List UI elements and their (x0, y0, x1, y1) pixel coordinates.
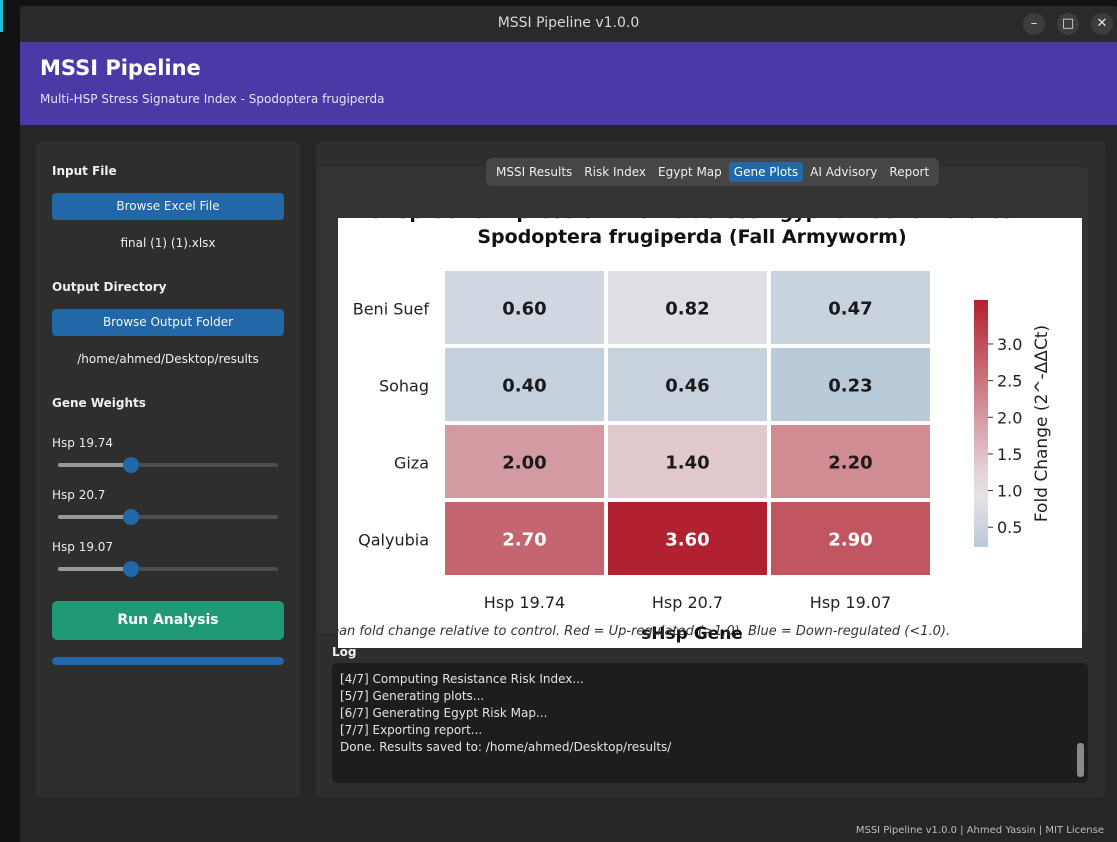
cell-value-label: 0.60 (502, 299, 546, 320)
app-header: MSSI Pipeline Multi-HSP Stress Signature… (20, 42, 1117, 125)
weight-label-hsp-19-07: Hsp 19.07 (52, 540, 114, 554)
input-file-name: final (1) (1).xlsx (120, 236, 216, 250)
cell-value-label: 0.47 (828, 299, 872, 320)
browse-output-button[interactable]: Browse Output Folder (52, 309, 284, 336)
heatmap-cell (445, 502, 604, 575)
slider-handle[interactable] (122, 561, 139, 577)
tab-content-frame: sHsp Gene Expression Profile across Egyp… (316, 167, 1088, 648)
log-line: Done. Results saved to: /home/ahmed/Desk… (340, 740, 672, 754)
heatmap-cell (771, 425, 930, 498)
desktop-accent-mark (0, 0, 3, 32)
row-label: Qalyubia (358, 531, 429, 550)
log-line: [5/7] Generating plots... (340, 689, 485, 703)
cell-value-label: 2.20 (828, 453, 872, 474)
desktop-background (0, 0, 20, 842)
weight-label-hsp-20-7: Hsp 20.7 (52, 488, 106, 502)
heatmap-cell (771, 271, 930, 344)
column-label: Hsp 20.7 (652, 593, 723, 612)
weight-slider-hsp-19-74[interactable] (58, 457, 278, 473)
log-panel[interactable]: [4/7] Computing Resistance Risk Index...… (332, 663, 1088, 783)
colorbar-tick-label: 1.0 (997, 482, 1022, 501)
heatmap-cell (771, 502, 930, 575)
log-line: [7/7] Exporting report... (340, 723, 483, 737)
sidebar: Input File Browse Excel File final (1) (… (36, 141, 300, 798)
app-title: MSSI Pipeline (40, 56, 201, 80)
cell-value-label: 0.46 (665, 376, 709, 397)
column-label: Hsp 19.07 (810, 593, 891, 612)
heatmap-cell (608, 425, 767, 498)
footer-text: MSSI Pipeline v1.0.0 | Ahmed Yassin | MI… (855, 825, 1104, 836)
x-axis-title: sHsp Gene (641, 624, 743, 644)
cell-value-label: 2.70 (502, 530, 546, 551)
progress-bar (52, 657, 284, 665)
heatmap-cell (608, 348, 767, 421)
row-label: Sohag (379, 377, 429, 396)
tab-risk-index[interactable]: Risk Index (584, 165, 647, 179)
row-label: Beni Suef (353, 300, 430, 319)
chart-title: sHsp Gene Expression Profile across Egyp… (371, 218, 1013, 223)
log-line: [4/7] Computing Resistance Risk Index... (340, 672, 584, 686)
slider-handle[interactable] (122, 509, 139, 525)
colorbar-tick-label: 2.5 (997, 372, 1022, 391)
cell-value-label: 2.90 (828, 530, 872, 551)
log-label: Log (332, 645, 357, 659)
log-scrollbar[interactable] (1077, 743, 1084, 777)
colorbar-label: Fold Change (2^-ΔΔCt) (1032, 325, 1052, 522)
colorbar-tick-label: 1.5 (997, 445, 1022, 464)
tab-report[interactable]: Report (889, 165, 930, 179)
cell-value-label: 1.40 (665, 453, 709, 474)
weight-slider-hsp-20-7[interactable] (58, 509, 278, 525)
cell-value-label: 2.00 (502, 453, 546, 474)
weight-slider-hsp-19-07[interactable] (58, 561, 278, 577)
column-label: Hsp 19.74 (484, 593, 565, 612)
heatmap-cell (608, 271, 767, 344)
heatmap-cell (445, 425, 604, 498)
input-file-label: Input File (52, 164, 117, 178)
window-title: MSSI Pipeline v1.0.0 (497, 15, 640, 31)
output-directory-label: Output Directory (52, 280, 167, 294)
slider-handle[interactable] (122, 457, 139, 473)
gene-weights-label: Gene Weights (52, 396, 146, 410)
progress-fill (52, 657, 284, 665)
heatmap-cell (445, 348, 604, 421)
app-subtitle: Multi-HSP Stress Signature Index - Spodo… (40, 92, 385, 106)
heatmap-chart: sHsp Gene Expression Profile across Egyp… (338, 218, 1052, 644)
cell-value-label: 3.60 (665, 530, 709, 551)
tab-bar: MSSI Results Risk Index Egypt Map Gene Plot… (486, 158, 940, 186)
log-line: [6/7] Generating Egypt Risk Map... (340, 706, 548, 720)
weight-label-hsp-19-74: Hsp 19.74 (52, 436, 114, 450)
title-bar[interactable]: MSSI Pipeline v1.0.0 – □ ✕ (20, 6, 1117, 42)
main-panel: sHsp Gene Expression Profile across Egyp… (316, 141, 1105, 798)
tab-mssi-results[interactable]: MSSI Results (496, 165, 573, 179)
close-button[interactable]: ✕ (1091, 13, 1113, 35)
desktop-top-strip (0, 0, 1117, 6)
colorbar-tick-label: 0.5 (997, 518, 1022, 537)
chart-subtitle: Spodoptera frugiperda (Fall Armyworm) (477, 226, 906, 248)
maximize-button[interactable]: □ (1057, 13, 1079, 35)
heatmap-cell (771, 348, 930, 421)
colorbar-tick-label: 3.0 (997, 335, 1022, 354)
tab-egypt-map[interactable]: Egypt Map (658, 165, 722, 179)
browse-excel-button[interactable]: Browse Excel File (52, 193, 284, 220)
colorbar (974, 300, 988, 547)
tab-gene-plots[interactable]: Gene Plots (728, 162, 804, 182)
row-label: Giza (394, 454, 429, 473)
minimize-button[interactable]: – (1023, 13, 1045, 35)
heatmap-cell (445, 271, 604, 344)
heatmap-cell (608, 502, 767, 575)
output-directory-path: /home/ahmed/Desktop/results (77, 352, 259, 366)
app-window: MSSI Pipeline v1.0.0 – □ ✕ MSSI Pipeline… (20, 6, 1117, 842)
cell-value-label: 0.82 (665, 299, 709, 320)
gene-plot-image: sHsp Gene Expression Profile across Egyp… (338, 218, 1082, 648)
cell-value-label: 0.23 (828, 376, 872, 397)
chart-caption: Mean fold change relative to control. Re… (338, 624, 950, 639)
colorbar-tick-label: 2.0 (997, 408, 1022, 427)
log-lines: [4/7] Computing Resistance Risk Index...… (340, 671, 671, 756)
tab-ai-advisory[interactable]: AI Advisory (810, 165, 878, 179)
cell-value-label: 0.40 (502, 376, 546, 397)
run-analysis-button[interactable]: Run Analysis (52, 601, 284, 640)
